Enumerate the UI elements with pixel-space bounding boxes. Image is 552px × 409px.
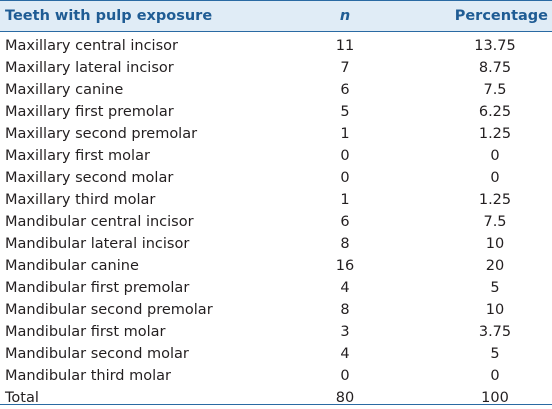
cell-n: 16: [335, 258, 355, 274]
cell-percentage: 5: [490, 346, 500, 362]
cell-percentage: 1.25: [478, 192, 512, 208]
cell-teeth: Mandibular lateral incisor: [5, 236, 190, 252]
cell-teeth: Mandibular central incisor: [5, 214, 194, 230]
table-row: Mandibular third molar 0 0: [0, 365, 552, 387]
table-row: Mandibular central incisor 6 7.5: [0, 211, 552, 233]
table-row: Mandibular first molar 3 3.75: [0, 321, 552, 343]
cell-percentage: 7.5: [483, 214, 507, 230]
cell-n: 7: [340, 60, 350, 76]
cell-n: 0: [340, 148, 350, 164]
cell-percentage: 7.5: [483, 82, 507, 98]
cell-n: 11: [335, 38, 355, 54]
table-header: Teeth with pulp exposure n Percentage: [0, 0, 552, 32]
cell-teeth: Maxillary first premolar: [5, 104, 174, 120]
cell-percentage: 10: [485, 302, 505, 318]
cell-n: 0: [340, 170, 350, 186]
cell-n: 8: [340, 236, 350, 252]
header-teeth: Teeth with pulp exposure: [5, 8, 213, 24]
cell-teeth: Maxillary central incisor: [5, 38, 178, 54]
cell-n: 80: [335, 390, 355, 406]
cell-n: 1: [340, 126, 350, 142]
table-row: Maxillary third molar 1 1.25: [0, 189, 552, 211]
table-row: Mandibular canine 16 20: [0, 255, 552, 277]
cell-teeth: Maxillary canine: [5, 82, 124, 98]
cell-teeth: Maxillary second molar: [5, 170, 174, 186]
cell-percentage: 6.25: [478, 104, 512, 120]
cell-teeth: Mandibular third molar: [5, 368, 171, 384]
cell-teeth: Maxillary second premolar: [5, 126, 198, 142]
cell-teeth: Maxillary first molar: [5, 148, 150, 164]
cell-n: 3: [340, 324, 350, 340]
cell-percentage: 0: [490, 170, 500, 186]
table-row: Maxillary lateral incisor 7 8.75: [0, 57, 552, 79]
cell-teeth: Total: [5, 390, 39, 406]
cell-teeth: Maxillary third molar: [5, 192, 156, 208]
cell-n: 6: [340, 82, 350, 98]
table-row: Maxillary central incisor 11 13.75: [0, 35, 552, 57]
table-row: Mandibular lateral incisor 8 10: [0, 233, 552, 255]
table-row: Mandibular first premolar 4 5: [0, 277, 552, 299]
table-row: Maxillary canine 6 7.5: [0, 79, 552, 101]
cell-n: 6: [340, 214, 350, 230]
table-row: Maxillary second molar 0 0: [0, 167, 552, 189]
cell-n: 4: [340, 280, 350, 296]
cell-teeth: Mandibular first premolar: [5, 280, 190, 296]
cell-percentage: 1.25: [478, 126, 512, 142]
cell-teeth: Maxillary lateral incisor: [5, 60, 174, 76]
cell-n: 4: [340, 346, 350, 362]
cell-teeth: Mandibular first molar: [5, 324, 166, 340]
cell-percentage: 0: [490, 368, 500, 384]
cell-percentage: 10: [485, 236, 505, 252]
cell-n: 8: [340, 302, 350, 318]
table-row: Maxillary first premolar 5 6.25: [0, 101, 552, 123]
cell-percentage: 13.75: [474, 38, 516, 54]
header-percentage: Percentage: [454, 8, 548, 24]
cell-n: 0: [340, 368, 350, 384]
table-row: Mandibular second molar 4 5: [0, 343, 552, 365]
cell-teeth: Mandibular second molar: [5, 346, 189, 362]
table-row: Mandibular second premolar 8 10: [0, 299, 552, 321]
table-row: Total 80 100: [0, 387, 552, 409]
cell-percentage: 20: [485, 258, 505, 274]
table-body: Maxillary central incisor 11 13.75 Maxillar…: [0, 35, 552, 409]
cell-n: 5: [340, 104, 350, 120]
table-row: Maxillary first molar 0 0: [0, 145, 552, 167]
cell-percentage: 100: [481, 390, 509, 406]
cell-percentage: 3.75: [478, 324, 512, 340]
header-n: n: [339, 8, 351, 24]
bottom-rule: [0, 404, 552, 405]
cell-teeth: Mandibular canine: [5, 258, 139, 274]
cell-n: 1: [340, 192, 350, 208]
cell-teeth: Mandibular second premolar: [5, 302, 213, 318]
table-row: Maxillary second premolar 1 1.25: [0, 123, 552, 145]
cell-percentage: 0: [490, 148, 500, 164]
cell-percentage: 8.75: [478, 60, 512, 76]
cell-percentage: 5: [490, 280, 500, 296]
